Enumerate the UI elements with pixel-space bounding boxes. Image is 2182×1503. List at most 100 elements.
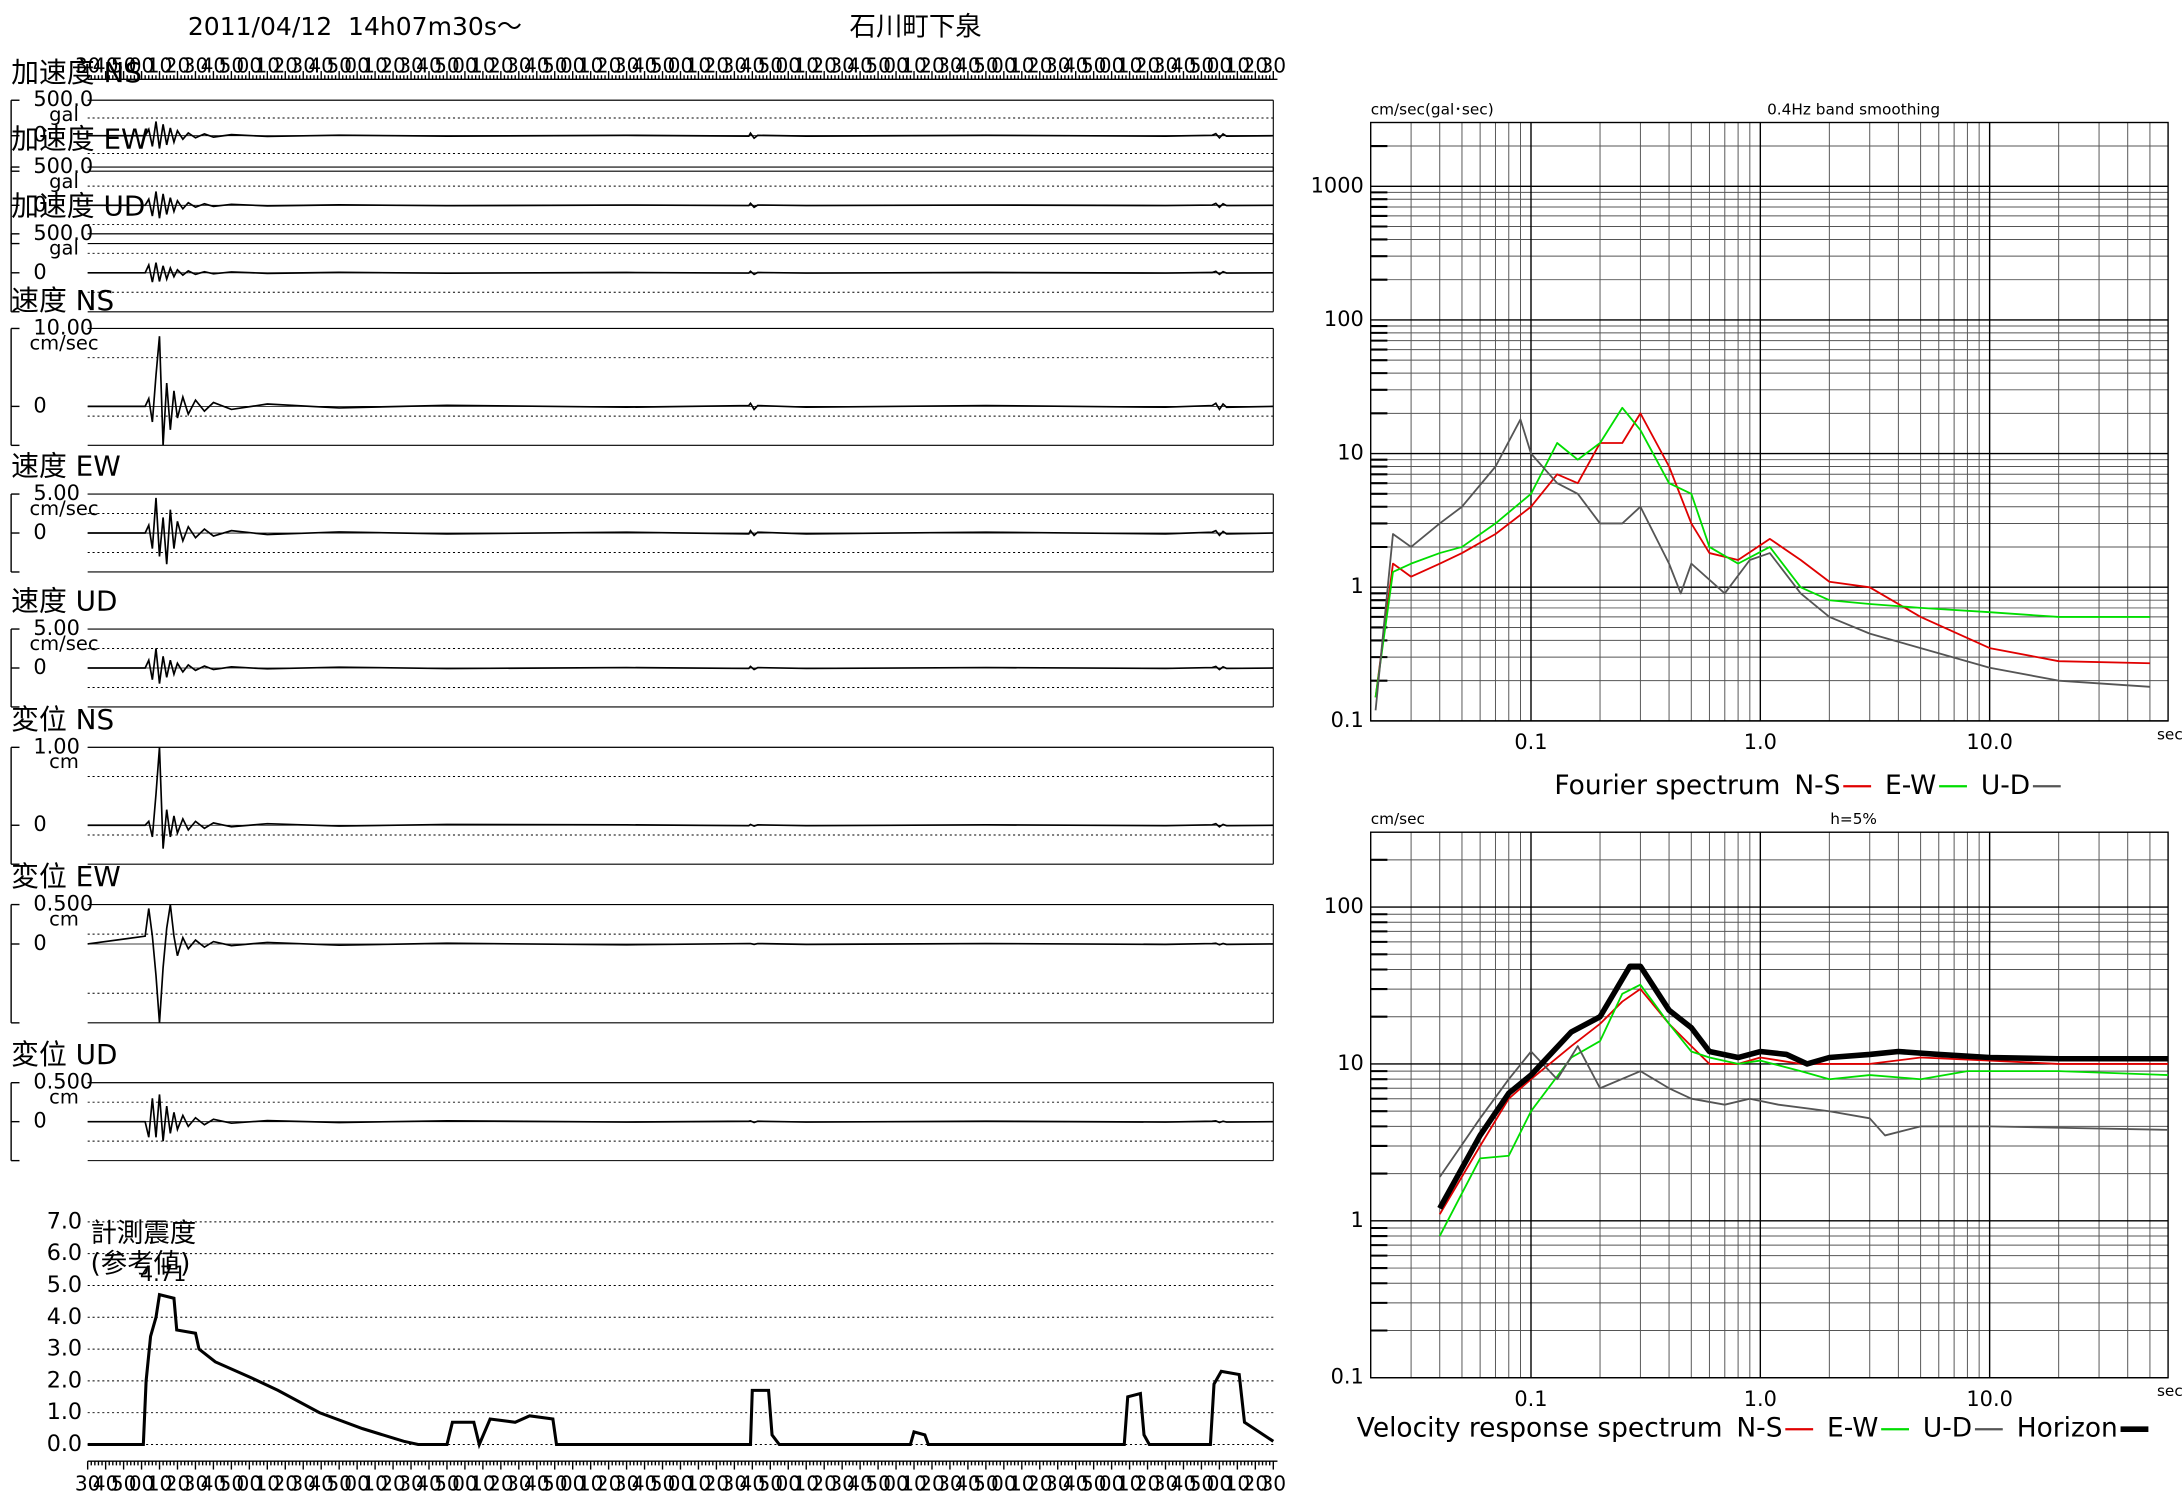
x-tick-label: 50 xyxy=(757,1471,783,1495)
x-tick-label: 30 xyxy=(722,53,748,77)
x-tick-label: 20 xyxy=(1135,1471,1161,1495)
chart-title: 2011/04/12 14h07m30s～ xyxy=(188,12,522,41)
waveform xyxy=(87,1094,1274,1142)
x-tick-label: 30 xyxy=(1153,53,1179,77)
y-tick-label: 0.0 xyxy=(47,1431,82,1457)
spectrum-line xyxy=(1437,963,2169,1210)
panel-unit: gal xyxy=(49,170,79,193)
x-tick-label: 10 xyxy=(793,53,819,77)
x-tick-label: 30 xyxy=(722,1471,748,1495)
x-tick-label: 30 xyxy=(1153,1471,1179,1495)
x-tick-label: 20 xyxy=(1135,53,1161,77)
x-tick-label: 10 xyxy=(362,1471,388,1495)
y-tick-label: 0.1 xyxy=(1331,708,1364,732)
y-tick-label: 0 xyxy=(33,655,46,679)
x-tick-label: 10 xyxy=(254,53,280,77)
x-tick-label: 10 xyxy=(470,53,496,77)
x-tick-label: 50 xyxy=(434,1471,460,1495)
x-tick-label: 20 xyxy=(165,1471,191,1495)
y-tick-label: 500.0 xyxy=(33,154,93,178)
x-tick-label: 00 xyxy=(668,53,694,77)
x-tick-label: 10 xyxy=(362,53,388,77)
x-tick-label: 20 xyxy=(272,53,298,77)
x-tick-label: 1.0 xyxy=(1744,730,1777,754)
x-tick-label: 50 xyxy=(1189,1471,1215,1495)
x-tick-label: 10 xyxy=(901,1471,927,1495)
x-tick-label: 50 xyxy=(219,1471,245,1495)
x-tick-label: 00 xyxy=(883,1471,909,1495)
y-tick-label: 2.0 xyxy=(47,1367,82,1393)
x-tick-label: 00 xyxy=(668,1471,694,1495)
x-tick-label: 50 xyxy=(326,1471,352,1495)
x-tick-label: 20 xyxy=(488,1471,514,1495)
x-tick-label: 20 xyxy=(1243,53,1269,77)
x-tick-label: 50 xyxy=(111,1471,137,1495)
x-tick-label: 0.1 xyxy=(1514,730,1547,754)
panel-name: 加速度 UD xyxy=(11,189,145,222)
y-tick-label: 1.0 xyxy=(47,1399,82,1425)
x-tick-label: 40 xyxy=(632,53,658,77)
x-tick-label: 40 xyxy=(1063,1471,1089,1495)
x-tick-label: 10 xyxy=(1225,53,1251,77)
x-tick-label: 00 xyxy=(129,1471,155,1495)
y-tick-label: 5.00 xyxy=(33,616,79,640)
x-tick-label: 40 xyxy=(632,1471,658,1495)
x-tick-label: 50 xyxy=(865,1471,891,1495)
y-tick-label: 0 xyxy=(33,260,46,284)
x-tick-label: 00 xyxy=(560,1471,586,1495)
y-tick-label: 3.0 xyxy=(47,1336,82,1362)
x-tick-label: 40 xyxy=(847,53,873,77)
x-tick-label: 20 xyxy=(811,53,837,77)
y-tick-label: 0 xyxy=(33,520,46,544)
x-tick-label: 40 xyxy=(740,1471,766,1495)
y-tick-label: 0 xyxy=(33,192,46,216)
panel-unit: cm xyxy=(49,750,79,773)
x-tick-label: 0.1 xyxy=(1514,1387,1547,1411)
y-tick-label: 0 xyxy=(33,1109,46,1133)
x-tick-label: 10 xyxy=(147,53,173,77)
x-tick-label: 20 xyxy=(704,53,730,77)
waveform xyxy=(87,497,1274,565)
x-tick-label: 20 xyxy=(1027,53,1053,77)
x-tick-label: 40 xyxy=(847,1471,873,1495)
waveform xyxy=(87,262,1274,283)
y-tick-label: 0.500 xyxy=(33,1070,93,1094)
y-tick-label: 5.0 xyxy=(47,1272,82,1298)
x-tick-label: 10 xyxy=(686,1471,712,1495)
x-tick-label: 50 xyxy=(434,53,460,77)
x-tick-label: 00 xyxy=(452,53,478,77)
x-tick-label: 30 xyxy=(1045,53,1071,77)
legend-label: N-S xyxy=(1736,1413,1782,1444)
y-tick-label: 500.0 xyxy=(33,221,93,245)
x-tick-label: 10 xyxy=(470,1471,496,1495)
x-tick-label: 20 xyxy=(380,1471,406,1495)
x-tick-label: 00 xyxy=(560,53,586,77)
x-tick-label: 20 xyxy=(272,1471,298,1495)
x-tick-label: 00 xyxy=(452,1471,478,1495)
x-tick-label: 20 xyxy=(1243,1471,1269,1495)
x-tick-label: 10 xyxy=(578,53,604,77)
legend-label: E-W xyxy=(1885,770,1936,801)
x-tick-label: 20 xyxy=(380,53,406,77)
x-tick-label: 40 xyxy=(524,1471,550,1495)
y-tick-label: 1000 xyxy=(1311,173,1364,197)
x-tick-label: 50 xyxy=(650,53,676,77)
x-tick-label: 20 xyxy=(704,1471,730,1495)
x-tick-label: 00 xyxy=(775,1471,801,1495)
x-tick-label: 50 xyxy=(1081,1471,1107,1495)
x-tick-label: 30 xyxy=(75,1471,101,1495)
y-tick-label: 1 xyxy=(1350,574,1363,598)
intensity-title: 計測震度 xyxy=(90,1218,196,1249)
x-tick-label: 10 xyxy=(1117,53,1143,77)
x-unit: sec xyxy=(2157,725,2182,743)
x-tick-label: 50 xyxy=(865,53,891,77)
x-tick-label: 20 xyxy=(919,53,945,77)
x-tick-label: 10 xyxy=(1009,1471,1035,1495)
y-tick-label: 100 xyxy=(1324,307,1364,331)
plot-frame xyxy=(1370,831,2169,1379)
x-tick-label: 1.0 xyxy=(1744,1387,1777,1411)
x-tick-label: 30 xyxy=(183,53,209,77)
y-tick-label: 4.0 xyxy=(47,1304,82,1330)
x-tick-label: 40 xyxy=(1063,53,1089,77)
